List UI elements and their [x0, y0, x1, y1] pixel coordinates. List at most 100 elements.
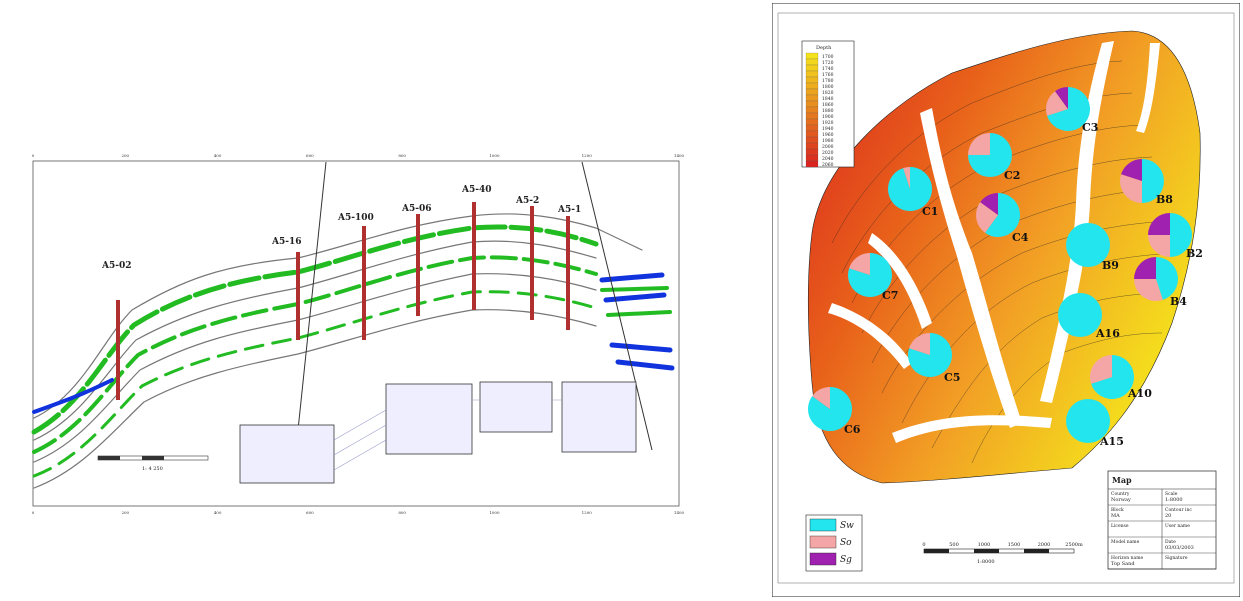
well-label: A5-2 — [515, 196, 539, 206]
info-value: MA — [1111, 513, 1120, 519]
saturation-legend: Sw So Sg — [805, 514, 863, 572]
map-well-label: B4 — [1170, 295, 1187, 308]
info-title: Map — [1112, 475, 1132, 485]
depth-value: 1880 — [822, 108, 834, 114]
depth-legend-title: Depth — [816, 45, 832, 51]
pie-slice-so — [812, 387, 830, 409]
x-tick-label: 1000 — [489, 510, 500, 515]
map-well-label: C6 — [844, 423, 861, 436]
scale-label: 1: 4 250 — [142, 466, 163, 472]
info-key: Date — [1165, 539, 1176, 545]
map-scale-ratio: 1:8000 — [977, 559, 995, 565]
depth-value: 2060 — [822, 162, 834, 168]
pie-slice-so — [1046, 91, 1068, 116]
map-well-label: A10 — [1127, 387, 1152, 400]
map-scale-tick: 2000 — [1038, 542, 1051, 548]
x-axis-ticks: 0 0 200 200 400 400 600 600 800 800 1000 1000 1200 12… — [32, 153, 685, 515]
depth-value: 1920 — [822, 120, 834, 126]
map-scale-tick: 500 — [949, 542, 959, 548]
well-pies: C3 C2 B8 C1 C4 B2 B9 C7 B4 A16 C5 A10 C6 A15 — [808, 87, 1203, 448]
depth-value: 2040 — [822, 156, 834, 162]
map-scale-tick: 2500m — [1065, 542, 1083, 548]
pie-slice-so — [1090, 355, 1112, 384]
info-key: Model name — [1111, 539, 1140, 545]
info-value: Norway — [1111, 497, 1131, 503]
pie-slice-so — [909, 333, 930, 355]
depth-swatch — [805, 70, 819, 78]
map-svg: Depth 1700172017401760178018001820184018… — [771, 2, 1241, 598]
log-panels — [239, 381, 637, 484]
legend-swatch — [809, 518, 837, 532]
map-well-label: C5 — [944, 371, 960, 384]
map-well-label: A16 — [1095, 327, 1120, 340]
depth-value: 1940 — [822, 126, 834, 132]
depth-swatch — [805, 130, 819, 138]
scale-bar: 1: 4 250 — [97, 455, 209, 472]
x-tick-label: 1400 — [674, 510, 685, 515]
pie-slice-sw — [1142, 159, 1164, 203]
depth-swatch — [805, 142, 819, 150]
well-label: A5-02 — [101, 261, 132, 271]
map-scale-tick: 1000 — [978, 542, 991, 548]
pie-slice-so — [1134, 279, 1163, 301]
map-scale-bar: 0 500 1000 1500 2000 2500m 1:8000 — [922, 542, 1083, 565]
well-bore — [472, 202, 476, 310]
info-value: Top Sand — [1111, 561, 1135, 567]
info-key: Block — [1111, 507, 1124, 513]
well-bore — [362, 226, 366, 340]
well-bore — [296, 252, 300, 340]
pie-slice-sw — [1066, 399, 1110, 443]
info-key: User name — [1165, 523, 1190, 529]
depth-legend: Depth 1700172017401760178018001820184018… — [801, 40, 855, 168]
info-key: License — [1111, 523, 1129, 529]
map-well-label: C2 — [1004, 169, 1020, 182]
depth-swatch — [805, 124, 819, 132]
pie-slice-sw — [1091, 355, 1134, 399]
map-scale-tick: 0 — [922, 542, 925, 548]
depth-swatch — [805, 100, 819, 108]
info-value: 03/03/2003 — [1165, 545, 1194, 551]
well-bore — [116, 300, 120, 400]
pie-slice-so — [976, 202, 998, 233]
depth-value: 1740 — [822, 66, 834, 72]
depth-value: 1980 — [822, 138, 834, 144]
well-label: A5-40 — [461, 185, 492, 195]
pie-slice-sw — [985, 193, 1020, 238]
well-label: A5-16 — [271, 237, 302, 247]
depth-value: 1800 — [822, 84, 834, 90]
depth-value: 1760 — [822, 72, 834, 78]
depth-swatch — [805, 106, 819, 114]
depth-swatch — [805, 148, 819, 156]
map-well-label: B8 — [1156, 193, 1173, 206]
legend-label: Sg — [840, 555, 852, 565]
info-value: 1:8000 — [1165, 497, 1183, 503]
x-tick-label: 800 — [398, 153, 406, 158]
pie-slice-so — [903, 167, 910, 189]
depth-swatch — [805, 136, 819, 144]
depth-swatch — [805, 94, 819, 102]
map-panel: Depth 1700 1720 1740 1760 1780 1800 1820 1840 18… — [771, 2, 1241, 598]
info-key: Scale — [1165, 491, 1178, 497]
map-well-label: C4 — [1012, 231, 1029, 244]
depth-value: 1860 — [822, 102, 834, 108]
x-tick-label: 400 — [214, 510, 222, 515]
x-tick-label: 600 — [306, 153, 314, 158]
wells-group: A5-02 A5-16 A5-100 A5-06 A5-40 A5-2 A5-1 — [101, 185, 581, 400]
pie-slice-so — [1148, 235, 1170, 257]
fault-line — [581, 161, 653, 451]
pie-slice-so — [849, 253, 870, 275]
fault-gaps — [828, 41, 1160, 443]
info-value: 20 — [1165, 513, 1171, 519]
x-tick-label: 1200 — [582, 153, 593, 158]
pie-slice-sw — [1156, 257, 1178, 300]
well-label: A5-1 — [557, 205, 581, 215]
info-key: Horizon name — [1111, 555, 1143, 561]
depth-swatch — [805, 58, 819, 66]
info-box: Map Country Scale Norway 1:8000 Block Contour… — [1107, 470, 1217, 570]
info-key: Signature — [1165, 555, 1188, 561]
info-key: Country — [1111, 491, 1130, 497]
pie-slice-sg — [1121, 159, 1142, 181]
map-well-label: C1 — [922, 205, 938, 218]
depth-swatch — [805, 76, 819, 84]
x-tick-label: 600 — [306, 510, 314, 515]
